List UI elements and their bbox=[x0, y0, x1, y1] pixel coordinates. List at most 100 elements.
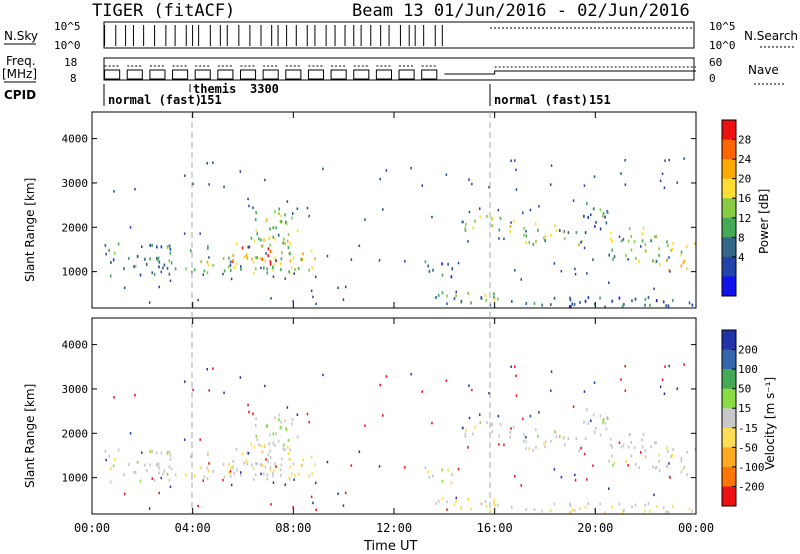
velocity-noise-cell bbox=[497, 414, 500, 418]
velocity-echo-cell bbox=[662, 506, 665, 510]
velocity-echo-cell bbox=[498, 434, 501, 438]
velocity-echo-cell bbox=[682, 467, 685, 471]
power-echo-cell bbox=[274, 210, 276, 214]
power-echo-cell bbox=[532, 242, 535, 246]
power-echo-cell bbox=[650, 239, 652, 243]
velocity-noise-cell bbox=[151, 477, 153, 480]
velocity-echo-cell bbox=[559, 435, 561, 438]
power-echo-cell bbox=[694, 242, 697, 246]
velocity-echo-cell bbox=[308, 474, 310, 478]
power-echo-cell bbox=[467, 291, 469, 295]
velocity-echo-cell bbox=[562, 436, 565, 440]
power-noise-cell bbox=[431, 215, 433, 219]
velocity-noise-cell bbox=[653, 493, 655, 497]
y-tick-label: 3000 bbox=[62, 177, 89, 190]
power-echo-cell bbox=[279, 219, 282, 223]
velocity-echo-cell bbox=[246, 451, 249, 455]
velocity-colorbar-swatch bbox=[722, 369, 736, 390]
velocity-echo-cell bbox=[256, 438, 258, 442]
power-echo-cell bbox=[174, 267, 177, 271]
velocity-echo-cell bbox=[269, 456, 272, 459]
power-echo-cell bbox=[236, 262, 238, 266]
velocity-echo-cell bbox=[269, 449, 271, 453]
velocity-echo-cell bbox=[645, 455, 647, 459]
velocity-noise-cell bbox=[292, 506, 294, 509]
velocity-noise-cell bbox=[550, 370, 553, 373]
velocity-echo-cell bbox=[563, 436, 565, 439]
power-echo-cell bbox=[644, 243, 647, 247]
velocity-echo-cell bbox=[258, 443, 260, 447]
velocity-echo-cell bbox=[253, 445, 256, 449]
power-echo-cell bbox=[497, 297, 499, 301]
velocity-echo-cell bbox=[279, 468, 282, 472]
velocity-echo-cell bbox=[272, 471, 274, 475]
power-echo-cell bbox=[252, 261, 255, 265]
power-noise-cell bbox=[455, 290, 457, 294]
velocity-echo-cell bbox=[272, 441, 275, 445]
velocity-echo-cell bbox=[512, 425, 515, 429]
power-noise-cell bbox=[315, 275, 317, 279]
power-echo-cell bbox=[149, 257, 151, 261]
nsky-trace bbox=[104, 25, 443, 46]
power-noise-cell bbox=[592, 258, 594, 261]
velocity-echo-cell bbox=[284, 419, 286, 423]
velocity-echo-cell bbox=[667, 510, 670, 514]
power-noise-cell bbox=[222, 272, 224, 276]
power-noise-cell bbox=[192, 182, 194, 186]
power-noise-cell bbox=[385, 169, 388, 172]
velocity-echo-cell bbox=[668, 474, 670, 478]
power-echo-cell bbox=[166, 266, 169, 270]
velocity-echo-cell bbox=[108, 455, 110, 458]
power-echo-cell bbox=[274, 256, 276, 260]
power-echo-cell bbox=[450, 275, 453, 279]
power-echo-cell bbox=[569, 296, 571, 300]
power-echo-cell bbox=[156, 245, 158, 249]
velocity-noise-cell bbox=[514, 475, 516, 478]
power-noise-cell bbox=[627, 258, 629, 261]
velocity-echo-cell bbox=[166, 472, 169, 476]
velocity-echo-cell bbox=[447, 468, 449, 472]
velocity-echo-cell bbox=[206, 477, 209, 481]
power-echo-cell bbox=[666, 258, 668, 262]
velocity-noise-cell bbox=[592, 464, 594, 467]
x-tick-label: 00:00 bbox=[678, 521, 714, 535]
velocity-echo-cell bbox=[274, 443, 276, 447]
power-echo-cell bbox=[544, 234, 547, 238]
power-noise-cell bbox=[141, 245, 143, 248]
power-echo-cell bbox=[599, 208, 602, 212]
velocity-noise-cell bbox=[550, 389, 552, 392]
freq-step bbox=[126, 69, 143, 80]
velocity-noise-cell bbox=[664, 365, 666, 368]
power-echo-cell bbox=[136, 254, 139, 258]
velocity-echo-cell bbox=[441, 497, 444, 501]
power-noise-cell bbox=[270, 297, 272, 300]
velocity-noise-cell bbox=[378, 465, 381, 468]
power-echo-cell bbox=[287, 246, 290, 249]
power-noise-cell bbox=[151, 271, 153, 274]
velocity-echo-cell bbox=[117, 448, 120, 452]
velocity-echo-cell bbox=[255, 462, 257, 466]
velocity-echo-cell bbox=[464, 432, 466, 436]
power-echo-cell bbox=[168, 259, 171, 263]
velocity-echo-cell bbox=[604, 511, 606, 515]
velocity-echo-cell bbox=[207, 469, 210, 473]
velocity-echo-cell bbox=[302, 458, 304, 462]
power-echo-cell bbox=[282, 241, 284, 245]
freq-tick-bottom: 8 bbox=[70, 72, 77, 85]
velocity-echo-cell bbox=[290, 472, 293, 476]
velocity-echo-cell bbox=[586, 408, 588, 412]
power-echo-cell bbox=[578, 243, 580, 247]
velocity-echo-cell bbox=[203, 475, 206, 479]
power-echo-cell bbox=[610, 237, 612, 241]
power-echo-cell bbox=[246, 256, 249, 260]
velocity-echo-cell bbox=[296, 435, 299, 439]
power-noise-cell bbox=[183, 232, 186, 235]
power-echo-cell bbox=[534, 222, 537, 226]
power-echo-cell bbox=[621, 304, 624, 308]
velocity-echo-cell bbox=[250, 442, 253, 446]
power-noise-cell bbox=[522, 211, 524, 215]
power-noise-cell bbox=[515, 168, 517, 172]
power-echo-cell bbox=[250, 236, 253, 240]
power-echo-cell bbox=[451, 267, 453, 271]
velocity-noise-cell bbox=[208, 389, 210, 392]
